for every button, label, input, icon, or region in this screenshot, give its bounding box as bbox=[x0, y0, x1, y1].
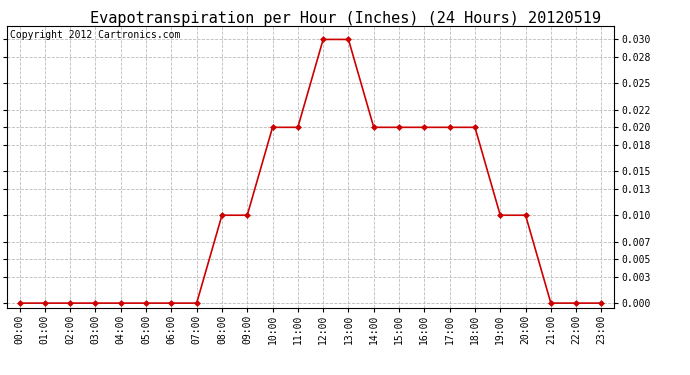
Text: Evapotranspiration per Hour (Inches) (24 Hours) 20120519: Evapotranspiration per Hour (Inches) (24… bbox=[90, 11, 600, 26]
Text: Copyright 2012 Cartronics.com: Copyright 2012 Cartronics.com bbox=[10, 30, 180, 40]
